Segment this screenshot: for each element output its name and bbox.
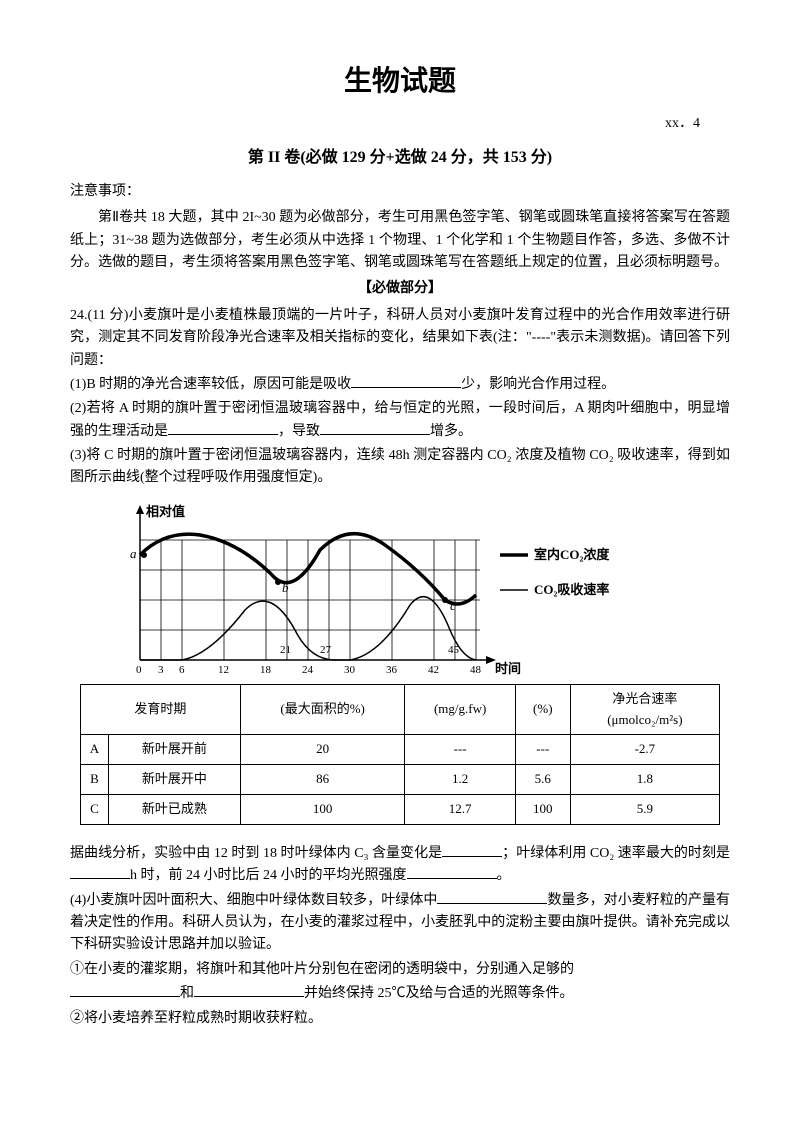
svg-text:a: a — [130, 546, 137, 561]
svg-text:48: 48 — [470, 664, 482, 676]
blank — [194, 983, 304, 997]
cell: 86 — [240, 765, 405, 795]
mandatory-label: 【必做部分】 — [70, 278, 730, 300]
q1-text-a: (1)B 时期的净光合速率较低，原因可能是吸收 — [70, 377, 351, 392]
cell: -2.7 — [570, 735, 719, 765]
svg-text:CO₂吸收速率: CO₂吸收速率 — [534, 582, 609, 597]
q4-1c: 并始终保持 25℃及给与合适的光照等条件。 — [304, 986, 574, 1001]
cell: --- — [515, 735, 570, 765]
svg-text:0: 0 — [136, 664, 142, 676]
row-id: C — [81, 795, 109, 825]
th-rate: 净光合速率(μmolco₂/m²s) — [570, 684, 719, 735]
svg-text:24: 24 — [302, 664, 314, 676]
table-header-row: 发育时期 (最大面积的%) (mg/g.fw) (%) 净光合速率(μmolco… — [81, 684, 720, 735]
notice-body: 第Ⅱ卷共 18 大题，其中 2I~30 题为必做部分，考生可用黑色签字笔、钢笔或… — [70, 207, 730, 274]
q4-1-cont: 和 并始终保持 25℃及给与合适的光照等条件。 — [70, 983, 730, 1005]
row-id: B — [81, 765, 109, 795]
cell: 5.9 — [570, 795, 719, 825]
q3f-a: 据曲线分析，实验中由 12 时到 18 时叶绿体内 C₃ 含量变化是 — [70, 846, 442, 861]
q3-follow: 据曲线分析，实验中由 12 时到 18 时叶绿体内 C₃ 含量变化是 ；叶绿体利用… — [70, 843, 730, 888]
table-row: B 新叶展开中 86 1.2 5.6 1.8 — [81, 765, 720, 795]
svg-text:27: 27 — [320, 644, 332, 656]
q4-a: (4)小麦旗叶因叶面积大、细胞中叶绿体数目较多，叶绿体中 — [70, 893, 437, 908]
th-pct: (%) — [515, 684, 570, 735]
blank — [70, 983, 180, 997]
cell: --- — [405, 735, 515, 765]
co2-chart: 相对值 a b c 0 3 6 12 18 21 24 27 30 36 42 … — [110, 500, 610, 680]
blank — [407, 865, 497, 879]
cell: 20 — [240, 735, 405, 765]
notice-label: 注意事项： — [70, 181, 730, 203]
q4-1b: 和 — [180, 986, 194, 1001]
subtitle: 第 II 卷(必做 129 分+选做 24 分，共 153 分) — [70, 145, 730, 171]
cell: 新叶展开前 — [109, 735, 241, 765]
q4: (4)小麦旗叶因叶面积大、细胞中叶绿体数目较多，叶绿体中数量多，对小麦籽粒的产量… — [70, 890, 730, 957]
q1: (1)B 时期的净光合速率较低，原因可能是吸收 少，影响光合作用过程。 — [70, 374, 730, 396]
svg-text:c: c — [450, 598, 456, 613]
table-row: A 新叶展开前 20 --- --- -2.7 — [81, 735, 720, 765]
blank — [70, 865, 130, 879]
q3f-c: h 时，前 24 小时比后 24 小时的平均光照强度 — [130, 868, 407, 883]
th-mg: (mg/g.fw) — [405, 684, 515, 735]
blank — [442, 843, 502, 857]
svg-text:b: b — [282, 580, 289, 595]
svg-text:21: 21 — [280, 644, 291, 656]
q4-1: ①在小麦的灌浆期，将旗叶和其他叶片分别包在密闭的透明袋中，分别通入足够的 — [70, 959, 730, 981]
svg-text:36: 36 — [386, 664, 398, 676]
q2: (2)若将 A 时期的旗叶置于密闭恒温玻璃容器中，给与恒定的光照，一段时间后，A… — [70, 398, 730, 443]
th-area: (最大面积的%) — [240, 684, 405, 735]
cell: 1.2 — [405, 765, 515, 795]
row-id: A — [81, 735, 109, 765]
svg-text:30: 30 — [344, 664, 356, 676]
date: xx．4 — [70, 113, 730, 135]
q4-1a: ①在小麦的灌浆期，将旗叶和其他叶片分别包在密闭的透明袋中，分别通入足够的 — [70, 962, 574, 977]
cell: 100 — [240, 795, 405, 825]
svg-text:室内CO₂浓度: 室内CO₂浓度 — [534, 547, 610, 562]
q1-text-b: 少，影响光合作用过程。 — [461, 377, 615, 392]
blank — [351, 374, 461, 388]
svg-text:12: 12 — [218, 664, 229, 676]
data-table: 发育时期 (最大面积的%) (mg/g.fw) (%) 净光合速率(μmolco… — [80, 684, 720, 825]
cell: 1.8 — [570, 765, 719, 795]
cell: 12.7 — [405, 795, 515, 825]
table-row: C 新叶已成熟 100 12.7 100 5.9 — [81, 795, 720, 825]
svg-text:45: 45 — [448, 644, 460, 656]
th-stage: 发育时期 — [81, 684, 241, 735]
svg-text:3: 3 — [158, 664, 164, 676]
y-axis-label: 相对值 — [146, 504, 185, 519]
q3f-d: 。 — [497, 868, 511, 883]
blank — [437, 890, 547, 904]
cell: 新叶展开中 — [109, 765, 241, 795]
svg-text:6: 6 — [179, 664, 185, 676]
blank — [320, 421, 430, 435]
q2-text-b: ，导致 — [278, 424, 320, 439]
blank — [168, 421, 278, 435]
q4-2: ②将小麦培养至籽粒成熟时期收获籽粒。 — [70, 1008, 730, 1030]
svg-text:18: 18 — [260, 664, 272, 676]
cell: 5.6 — [515, 765, 570, 795]
cell: 新叶已成熟 — [109, 795, 241, 825]
svg-text:42: 42 — [428, 664, 439, 676]
page-title: 生物试题 — [70, 60, 730, 105]
q3f-b: ；叶绿体利用 CO₂ 速率最大的时刻是 — [502, 846, 730, 861]
svg-text:时间: 时间 — [495, 661, 521, 676]
q3: (3)将 C 时期的旗叶置于密闭恒温玻璃容器内，连续 48h 测定容器内 CO₂… — [70, 445, 730, 490]
q2-text-c: 增多。 — [430, 424, 472, 439]
q24-intro: 24.(11 分)小麦旗叶是小麦植株最顶端的一片叶子，科研人员对小麦旗叶发育过程… — [70, 305, 730, 372]
cell: 100 — [515, 795, 570, 825]
